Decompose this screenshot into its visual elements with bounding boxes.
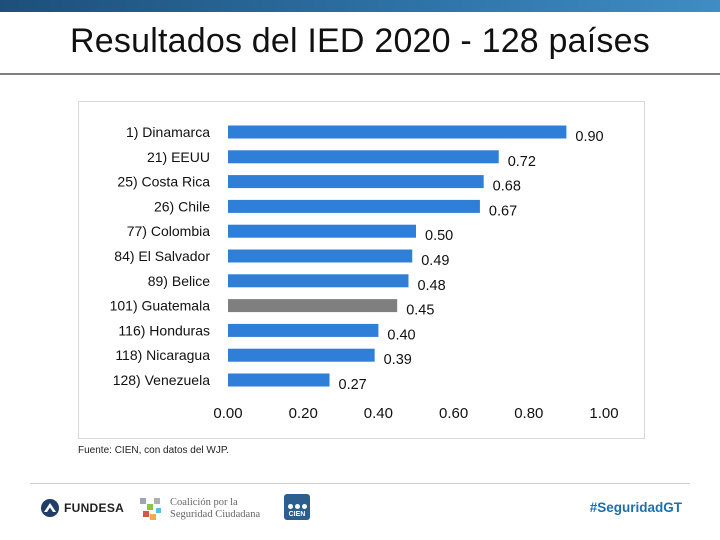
bar-7 xyxy=(228,299,398,313)
category-label-6: 89) Belice xyxy=(148,273,210,289)
category-label-4: 77) Colombia xyxy=(127,223,210,239)
top-accent-band xyxy=(0,0,720,12)
coalicion-line-1: Coalición por la xyxy=(170,497,238,508)
bar-6 xyxy=(228,274,409,288)
x-tick-label-2: 0.40 xyxy=(364,405,393,422)
fundesa-wordmark: FUNDESA xyxy=(64,501,125,515)
hashtag: #SeguridadGT xyxy=(589,500,682,515)
category-label-9: 118) Nicaragua xyxy=(115,347,210,363)
fundesa-emblem-icon xyxy=(41,499,59,517)
category-label-2: 25) Costa Rica xyxy=(117,174,210,190)
value-label-1: 0.72 xyxy=(508,154,536,170)
category-label-10: 128) Venezuela xyxy=(113,372,211,388)
fundesa-logo: FUNDESA xyxy=(40,498,124,518)
bar-8 xyxy=(228,323,379,337)
value-label-9: 0.39 xyxy=(384,352,412,368)
x-tick-label-3: 0.60 xyxy=(439,405,468,422)
title-divider xyxy=(0,73,720,75)
category-label-5: 84) El Salvador xyxy=(114,248,210,264)
value-label-10: 0.27 xyxy=(339,377,367,393)
bar-0 xyxy=(228,125,567,139)
cien-logo: CIEN xyxy=(284,494,310,520)
bar-4 xyxy=(228,224,416,238)
page-title: Resultados del IED 2020 - 128 países xyxy=(70,22,650,60)
bar-1 xyxy=(228,150,499,164)
cien-badge: CIEN xyxy=(284,494,310,520)
bar-2 xyxy=(228,175,484,189)
bar-5 xyxy=(228,249,413,263)
value-label-3: 0.67 xyxy=(489,203,517,219)
category-label-7: 101) Guatemala xyxy=(110,298,211,314)
x-tick-label-5: 1.00 xyxy=(589,405,618,422)
bar-chart: 1) Dinamarca 0.90 21) EEUU 0.72 25) Costa Ri… xyxy=(110,124,619,422)
x-tick-label-1: 0.20 xyxy=(289,405,318,422)
coalicion-line-2: Seguridad Ciudadana xyxy=(170,509,261,520)
category-label-0: 1) Dinamarca xyxy=(126,124,210,140)
value-label-0: 0.90 xyxy=(575,129,603,145)
footer-divider xyxy=(30,483,690,484)
value-label-6: 0.48 xyxy=(417,278,445,294)
category-label-8: 116) Honduras xyxy=(118,322,210,338)
bar-10 xyxy=(228,373,330,387)
coalicion-emblem-icon xyxy=(140,498,161,520)
source-note: Fuente: CIEN, con datos del WJP. xyxy=(78,445,230,456)
value-label-8: 0.40 xyxy=(387,327,415,343)
value-label-7: 0.45 xyxy=(406,303,434,319)
value-label-4: 0.50 xyxy=(425,228,453,244)
category-label-1: 21) EEUU xyxy=(147,149,210,165)
coalicion-logo: Coalición por la Seguridad Ciudadana xyxy=(138,494,260,524)
cien-label: CIEN xyxy=(288,511,306,518)
chart-frame: 1) Dinamarca 0.90 21) EEUU 0.72 25) Costa Ri… xyxy=(78,101,645,439)
value-label-2: 0.68 xyxy=(493,179,521,195)
cien-dots-icon xyxy=(287,504,307,509)
value-label-5: 0.49 xyxy=(421,253,449,269)
bar-3 xyxy=(228,199,480,213)
bar-9 xyxy=(228,348,375,362)
x-tick-label-4: 0.80 xyxy=(514,405,543,422)
category-label-3: 26) Chile xyxy=(154,198,210,214)
x-tick-label-0: 0.00 xyxy=(213,405,242,422)
